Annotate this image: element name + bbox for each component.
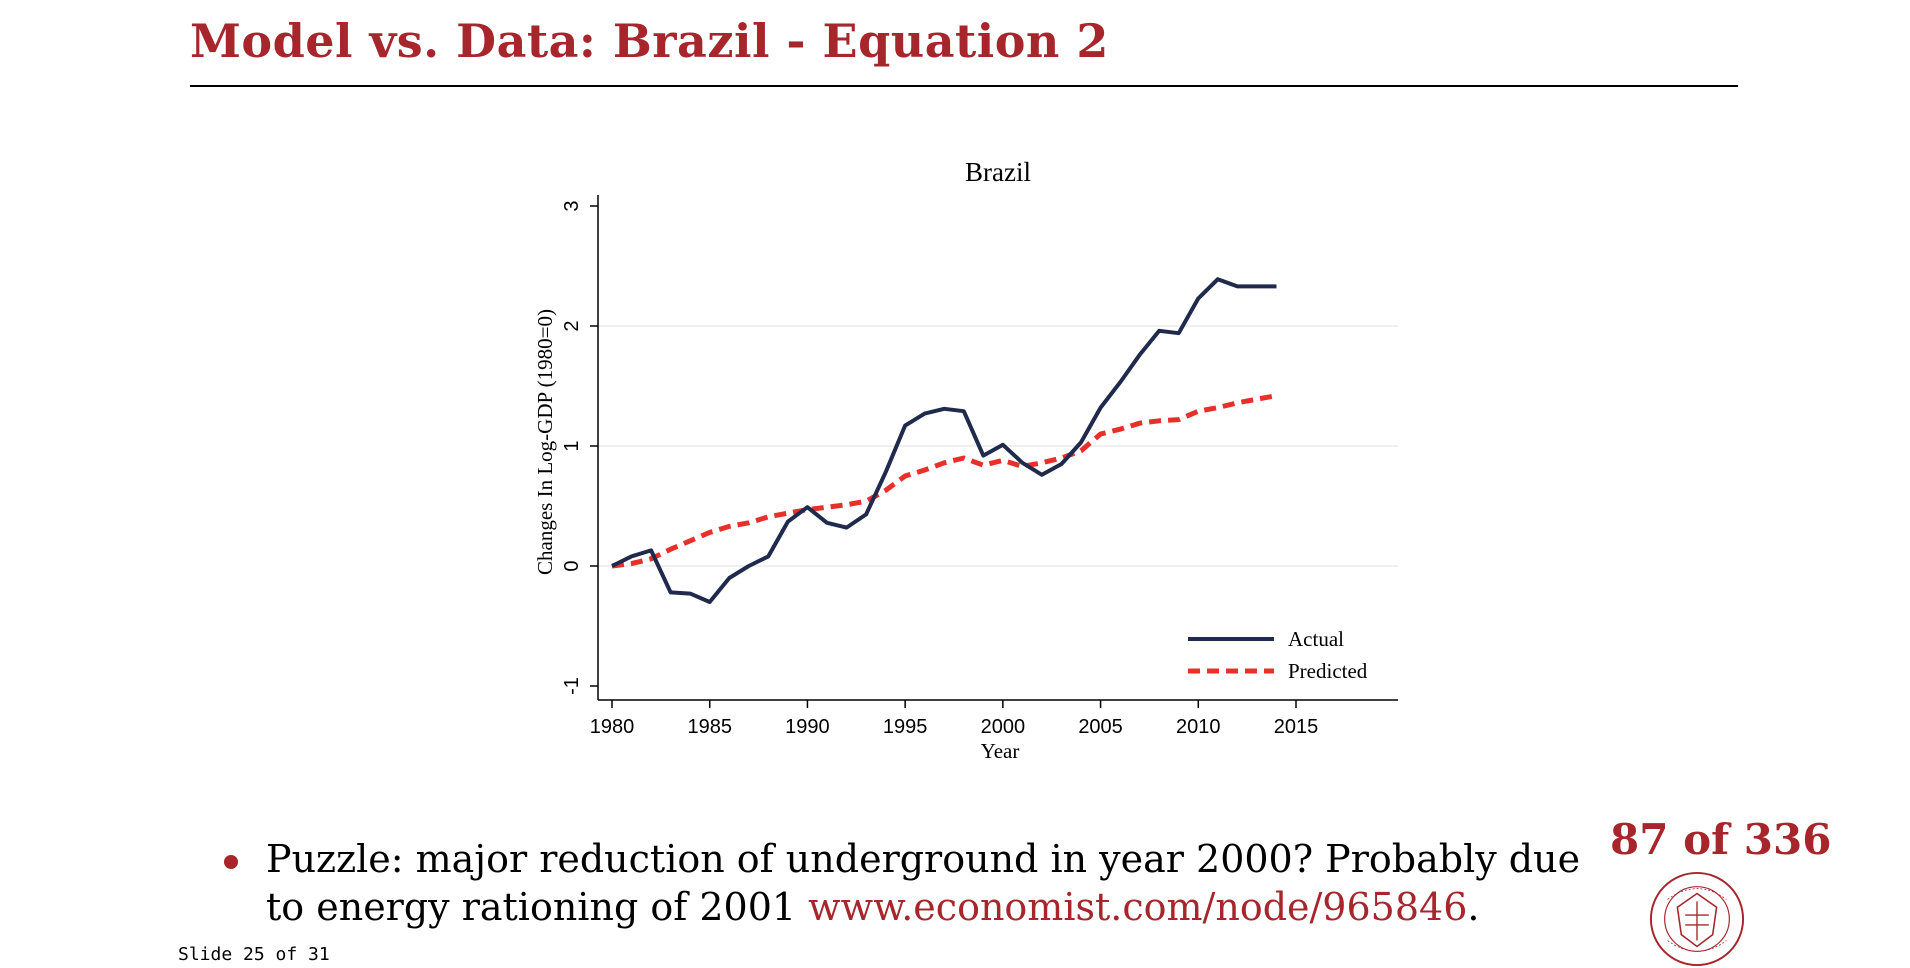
slide-number: Slide 25 of 31 [178,944,330,965]
y-axis-label: Changes In Log-GDP (1980=0) [533,309,557,575]
bullet-end: . [1467,885,1480,929]
series-line-predicted [611,393,1277,569]
title-divider [190,85,1738,87]
series-line-actual [611,277,1277,604]
x-tick-label: 2000 [981,716,1026,738]
y-tick-label: 3 [561,200,583,211]
legend-label-actual: Actual [1288,627,1344,651]
x-tick-label: 2005 [1078,716,1123,738]
page-counter: 87 of 336 [1610,815,1832,864]
bullet-dot-icon [224,855,238,869]
x-ticks: 1980 1985 1990 1995 2000 2005 2010 2015 [590,700,1319,738]
y-tick-label: -1 [561,677,583,695]
slide-title: Model vs. Data: Brazil - Equation 2 [190,14,1109,68]
chart-title: Brazil [965,157,1031,187]
chart-series [611,277,1277,604]
university-seal-icon [1649,871,1745,967]
x-tick-label: 1980 [590,716,635,738]
x-tick-label: 2015 [1274,716,1319,738]
economist-link[interactable]: www.economist.com/node/965846 [808,885,1468,929]
chart-legend: Actual Predicted [1188,627,1368,683]
y-ticks: -1 0 1 2 3 [561,200,598,695]
y-tick-label: 1 [561,440,583,451]
bullet-text: Puzzle: major reduction of underground i… [266,835,1610,931]
x-tick-label: 2010 [1176,716,1221,738]
chart: Brazil -1 0 1 2 3 1980 1985 1990 1995 2000 2005 20… [533,157,1398,763]
x-tick-label: 1985 [687,716,732,738]
legend-label-predicted: Predicted [1288,659,1368,683]
y-tick-label: 2 [561,320,583,331]
x-axis-label: Year [981,739,1020,763]
bullet-item: Puzzle: major reduction of underground i… [224,835,1610,931]
x-tick-label: 1990 [785,716,830,738]
bullet-body: Puzzle: major reduction of underground i… [266,837,1581,929]
y-tick-label: 0 [561,560,583,571]
x-tick-label: 1995 [883,716,928,738]
